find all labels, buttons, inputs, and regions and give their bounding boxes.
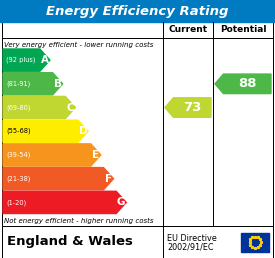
Text: England & Wales: England & Wales bbox=[7, 236, 133, 248]
Polygon shape bbox=[3, 120, 88, 142]
Text: E: E bbox=[92, 150, 99, 160]
Polygon shape bbox=[215, 74, 271, 94]
Polygon shape bbox=[3, 191, 126, 214]
Text: (69-80): (69-80) bbox=[6, 104, 31, 111]
Text: Not energy efficient - higher running costs: Not energy efficient - higher running co… bbox=[4, 217, 153, 223]
Text: (1-20): (1-20) bbox=[6, 199, 26, 206]
Text: F: F bbox=[105, 174, 112, 184]
Text: Potential: Potential bbox=[220, 26, 266, 35]
Text: B: B bbox=[54, 79, 62, 89]
Text: 88: 88 bbox=[238, 77, 257, 90]
Bar bbox=[0, 0, 275, 22]
Bar bbox=[241, 232, 269, 252]
Text: Very energy efficient - lower running costs: Very energy efficient - lower running co… bbox=[4, 42, 153, 47]
Polygon shape bbox=[3, 168, 114, 190]
Text: (55-68): (55-68) bbox=[6, 128, 31, 134]
Polygon shape bbox=[3, 73, 63, 95]
Text: D: D bbox=[79, 126, 87, 136]
Text: 73: 73 bbox=[183, 101, 201, 114]
Text: EU Directive: EU Directive bbox=[167, 234, 217, 243]
Polygon shape bbox=[165, 98, 211, 117]
Text: G: G bbox=[117, 197, 125, 207]
Polygon shape bbox=[3, 49, 50, 71]
Text: (39-54): (39-54) bbox=[6, 152, 30, 158]
Bar bbox=[2, 22, 273, 226]
Text: A: A bbox=[41, 55, 49, 65]
Bar bbox=[2, 226, 273, 258]
Text: (81-91): (81-91) bbox=[6, 80, 30, 87]
Text: Energy Efficiency Rating: Energy Efficiency Rating bbox=[46, 4, 229, 18]
Polygon shape bbox=[3, 96, 75, 119]
Text: (21-38): (21-38) bbox=[6, 175, 30, 182]
Text: C: C bbox=[67, 102, 74, 112]
Text: Current: Current bbox=[168, 26, 208, 35]
Text: 2002/91/EC: 2002/91/EC bbox=[167, 242, 213, 251]
Text: (92 plus): (92 plus) bbox=[6, 57, 35, 63]
Polygon shape bbox=[3, 144, 101, 166]
